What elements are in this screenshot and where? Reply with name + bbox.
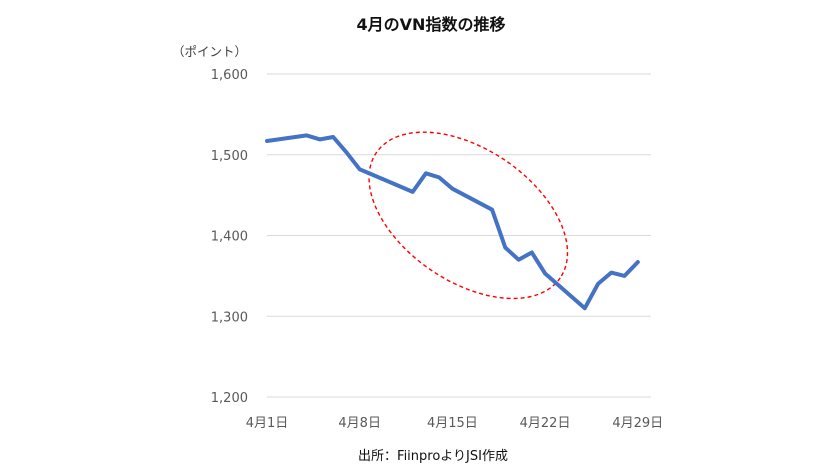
- y-tick-label: 1,400: [211, 230, 248, 245]
- x-tick-label: 4月1日: [246, 416, 289, 431]
- chart-title: 4月のVN指数の推移: [357, 15, 506, 34]
- x-tick-label: 4月29日: [612, 416, 663, 431]
- series-line: [265, 133, 640, 311]
- x-tick-label: 4月8日: [338, 416, 381, 431]
- y-axis-ticks: 1,200 1,300 1,400 1,500 1,600: [211, 68, 248, 406]
- y-tick-label: 1,300: [211, 310, 248, 325]
- y-tick-label: 1,200: [211, 391, 248, 406]
- y-tick-label: 1,500: [211, 149, 248, 164]
- annotation-ellipse: [368, 131, 569, 300]
- gridlines: [267, 73, 651, 398]
- y-axis-unit-label: （ポイント）: [172, 44, 247, 59]
- annotation-layer: [368, 131, 569, 300]
- source-note: 出所：FiinproよりJSI作成: [358, 449, 508, 464]
- x-tick-label: 4月15日: [427, 416, 478, 431]
- y-tick-label: 1,600: [211, 68, 248, 83]
- series-layer: [265, 133, 640, 311]
- x-tick-label: 4月22日: [520, 416, 571, 431]
- x-axis-ticks: 4月1日 4月8日 4月15日 4月22日 4月29日: [246, 416, 663, 431]
